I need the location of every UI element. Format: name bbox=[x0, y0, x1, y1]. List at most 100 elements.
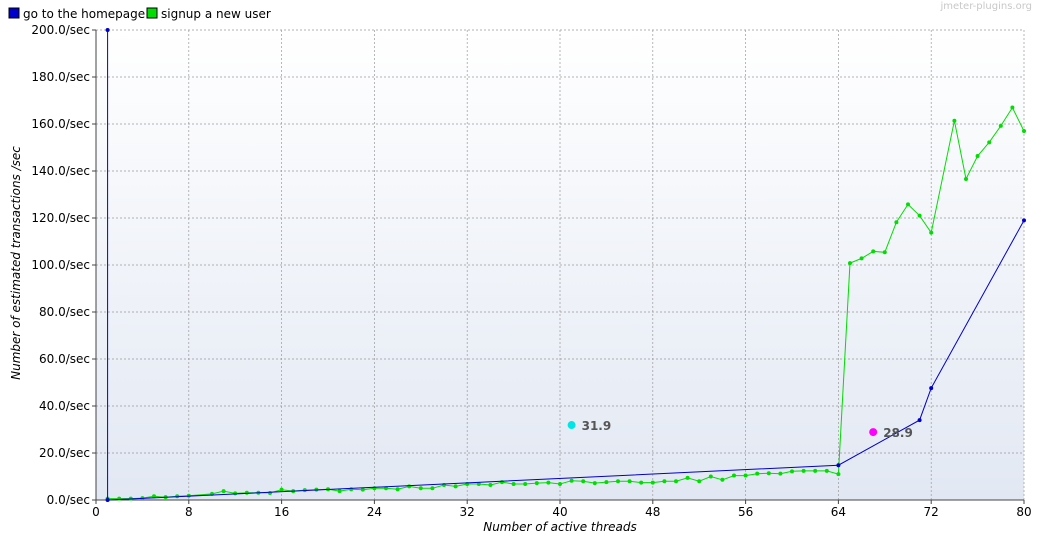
y-axis-label: Number of estimated transactions /sec bbox=[9, 146, 23, 380]
y-tick-label: 0.0/sec bbox=[47, 493, 90, 507]
data-point-signup bbox=[221, 489, 226, 494]
data-point-signup bbox=[882, 250, 887, 255]
data-point-signup bbox=[511, 482, 516, 487]
y-tick-label: 60.0/sec bbox=[39, 352, 90, 366]
data-point-signup bbox=[697, 479, 702, 484]
marker-layer: 31.9 28.9 bbox=[567, 419, 913, 440]
x-tick-label: 48 bbox=[645, 505, 660, 519]
axes: 0.0/sec 20.0/sec 40.0/sec 60.0/sec 80.0/sec 1… bbox=[31, 23, 1031, 519]
data-point-signup bbox=[894, 220, 899, 225]
data-point-signup bbox=[685, 475, 690, 480]
data-point-signup bbox=[917, 213, 922, 218]
data-point-signup bbox=[430, 486, 435, 491]
data-point-signup bbox=[871, 249, 876, 254]
data-point-homepage bbox=[917, 418, 922, 423]
data-point-signup bbox=[604, 480, 609, 485]
data-point-signup bbox=[987, 140, 992, 145]
data-point-signup bbox=[453, 484, 458, 489]
data-point-signup bbox=[650, 480, 655, 485]
data-point-signup bbox=[662, 479, 667, 484]
data-point-signup bbox=[998, 123, 1003, 128]
data-point-signup bbox=[813, 468, 818, 473]
data-point-signup bbox=[906, 202, 910, 207]
legend-label-signup[interactable]: signup a new user bbox=[161, 7, 271, 21]
data-point-signup bbox=[766, 471, 771, 476]
x-tick-label: 56 bbox=[738, 505, 753, 519]
x-tick-label: 80 bbox=[1016, 505, 1031, 519]
data-point-signup bbox=[244, 490, 249, 495]
x-tick-label: 8 bbox=[185, 505, 193, 519]
x-tick-label: 72 bbox=[924, 505, 939, 519]
data-point-signup bbox=[558, 482, 562, 487]
data-point-signup bbox=[627, 479, 632, 484]
y-tick-label: 80.0/sec bbox=[39, 305, 90, 319]
data-point-signup bbox=[488, 482, 493, 487]
y-tick-label: 100.0/sec bbox=[31, 258, 90, 272]
data-point-signup bbox=[616, 479, 620, 484]
data-point-signup bbox=[418, 486, 423, 491]
grid bbox=[96, 29, 1025, 500]
data-point-signup bbox=[975, 153, 980, 158]
legend-swatch-homepage bbox=[8, 7, 20, 19]
data-point-signup bbox=[546, 480, 551, 485]
data-point-signup bbox=[732, 473, 736, 478]
highlight-marker bbox=[567, 421, 576, 430]
legend-swatch-signup bbox=[146, 7, 158, 19]
data-point-signup bbox=[836, 472, 841, 477]
series-line-homepage bbox=[107, 30, 1025, 501]
data-point-signup bbox=[708, 474, 713, 479]
data-point-signup bbox=[279, 487, 284, 492]
series-layer bbox=[105, 28, 1026, 502]
data-point-signup bbox=[592, 481, 597, 486]
data-point-signup bbox=[569, 478, 574, 483]
data-point-signup bbox=[674, 479, 678, 484]
data-point-homepage bbox=[105, 28, 110, 32]
data-point-signup bbox=[639, 480, 644, 485]
data-point-homepage bbox=[1022, 218, 1026, 223]
data-point-signup bbox=[534, 481, 539, 486]
data-point-signup bbox=[523, 482, 528, 487]
x-tick-label: 32 bbox=[460, 505, 475, 519]
y-tick-label: 180.0/sec bbox=[31, 70, 90, 84]
x-tick-label: 64 bbox=[831, 505, 846, 519]
highlight-marker-label: 31.9 bbox=[582, 419, 612, 433]
data-point-homepage bbox=[836, 463, 841, 468]
data-point-homepage bbox=[105, 498, 110, 502]
data-point-signup bbox=[790, 469, 794, 474]
x-tick-label: 0 bbox=[92, 505, 100, 519]
data-point-signup bbox=[720, 477, 725, 482]
data-point-signup bbox=[824, 468, 829, 473]
data-point-signup bbox=[1010, 105, 1015, 110]
data-point-signup bbox=[743, 473, 748, 478]
data-point-signup bbox=[778, 471, 783, 476]
highlight-marker bbox=[869, 428, 878, 437]
x-tick-label: 24 bbox=[367, 505, 382, 519]
data-point-signup bbox=[848, 261, 852, 266]
x-tick-label: 16 bbox=[274, 505, 289, 519]
legend: go to the homepage signup a new user bbox=[8, 7, 271, 21]
y-tick-label: 140.0/sec bbox=[31, 164, 90, 178]
data-point-signup bbox=[337, 489, 342, 494]
data-point-signup bbox=[801, 468, 806, 473]
y-tick-label: 160.0/sec bbox=[31, 117, 90, 131]
data-point-signup bbox=[268, 490, 272, 495]
data-point-signup bbox=[952, 118, 957, 123]
data-point-signup bbox=[360, 487, 365, 492]
x-tick-label: 40 bbox=[552, 505, 567, 519]
x-axis-label: Number of active threads bbox=[483, 520, 637, 534]
data-point-signup bbox=[859, 256, 864, 261]
data-point-signup bbox=[964, 176, 968, 181]
legend-label-homepage[interactable]: go to the homepage bbox=[23, 7, 145, 21]
y-tick-label: 120.0/sec bbox=[31, 211, 90, 225]
watermark: jmeter-plugins.org bbox=[939, 1, 1032, 12]
data-point-signup bbox=[407, 484, 412, 489]
data-point-signup bbox=[755, 471, 760, 476]
data-point-signup bbox=[349, 487, 354, 492]
data-point-signup bbox=[476, 482, 481, 487]
data-point-homepage bbox=[929, 386, 934, 391]
y-tick-label: 200.0/sec bbox=[31, 23, 90, 37]
y-tick-label: 40.0/sec bbox=[39, 399, 90, 413]
data-point-signup bbox=[1022, 129, 1026, 134]
data-point-signup bbox=[929, 230, 934, 235]
